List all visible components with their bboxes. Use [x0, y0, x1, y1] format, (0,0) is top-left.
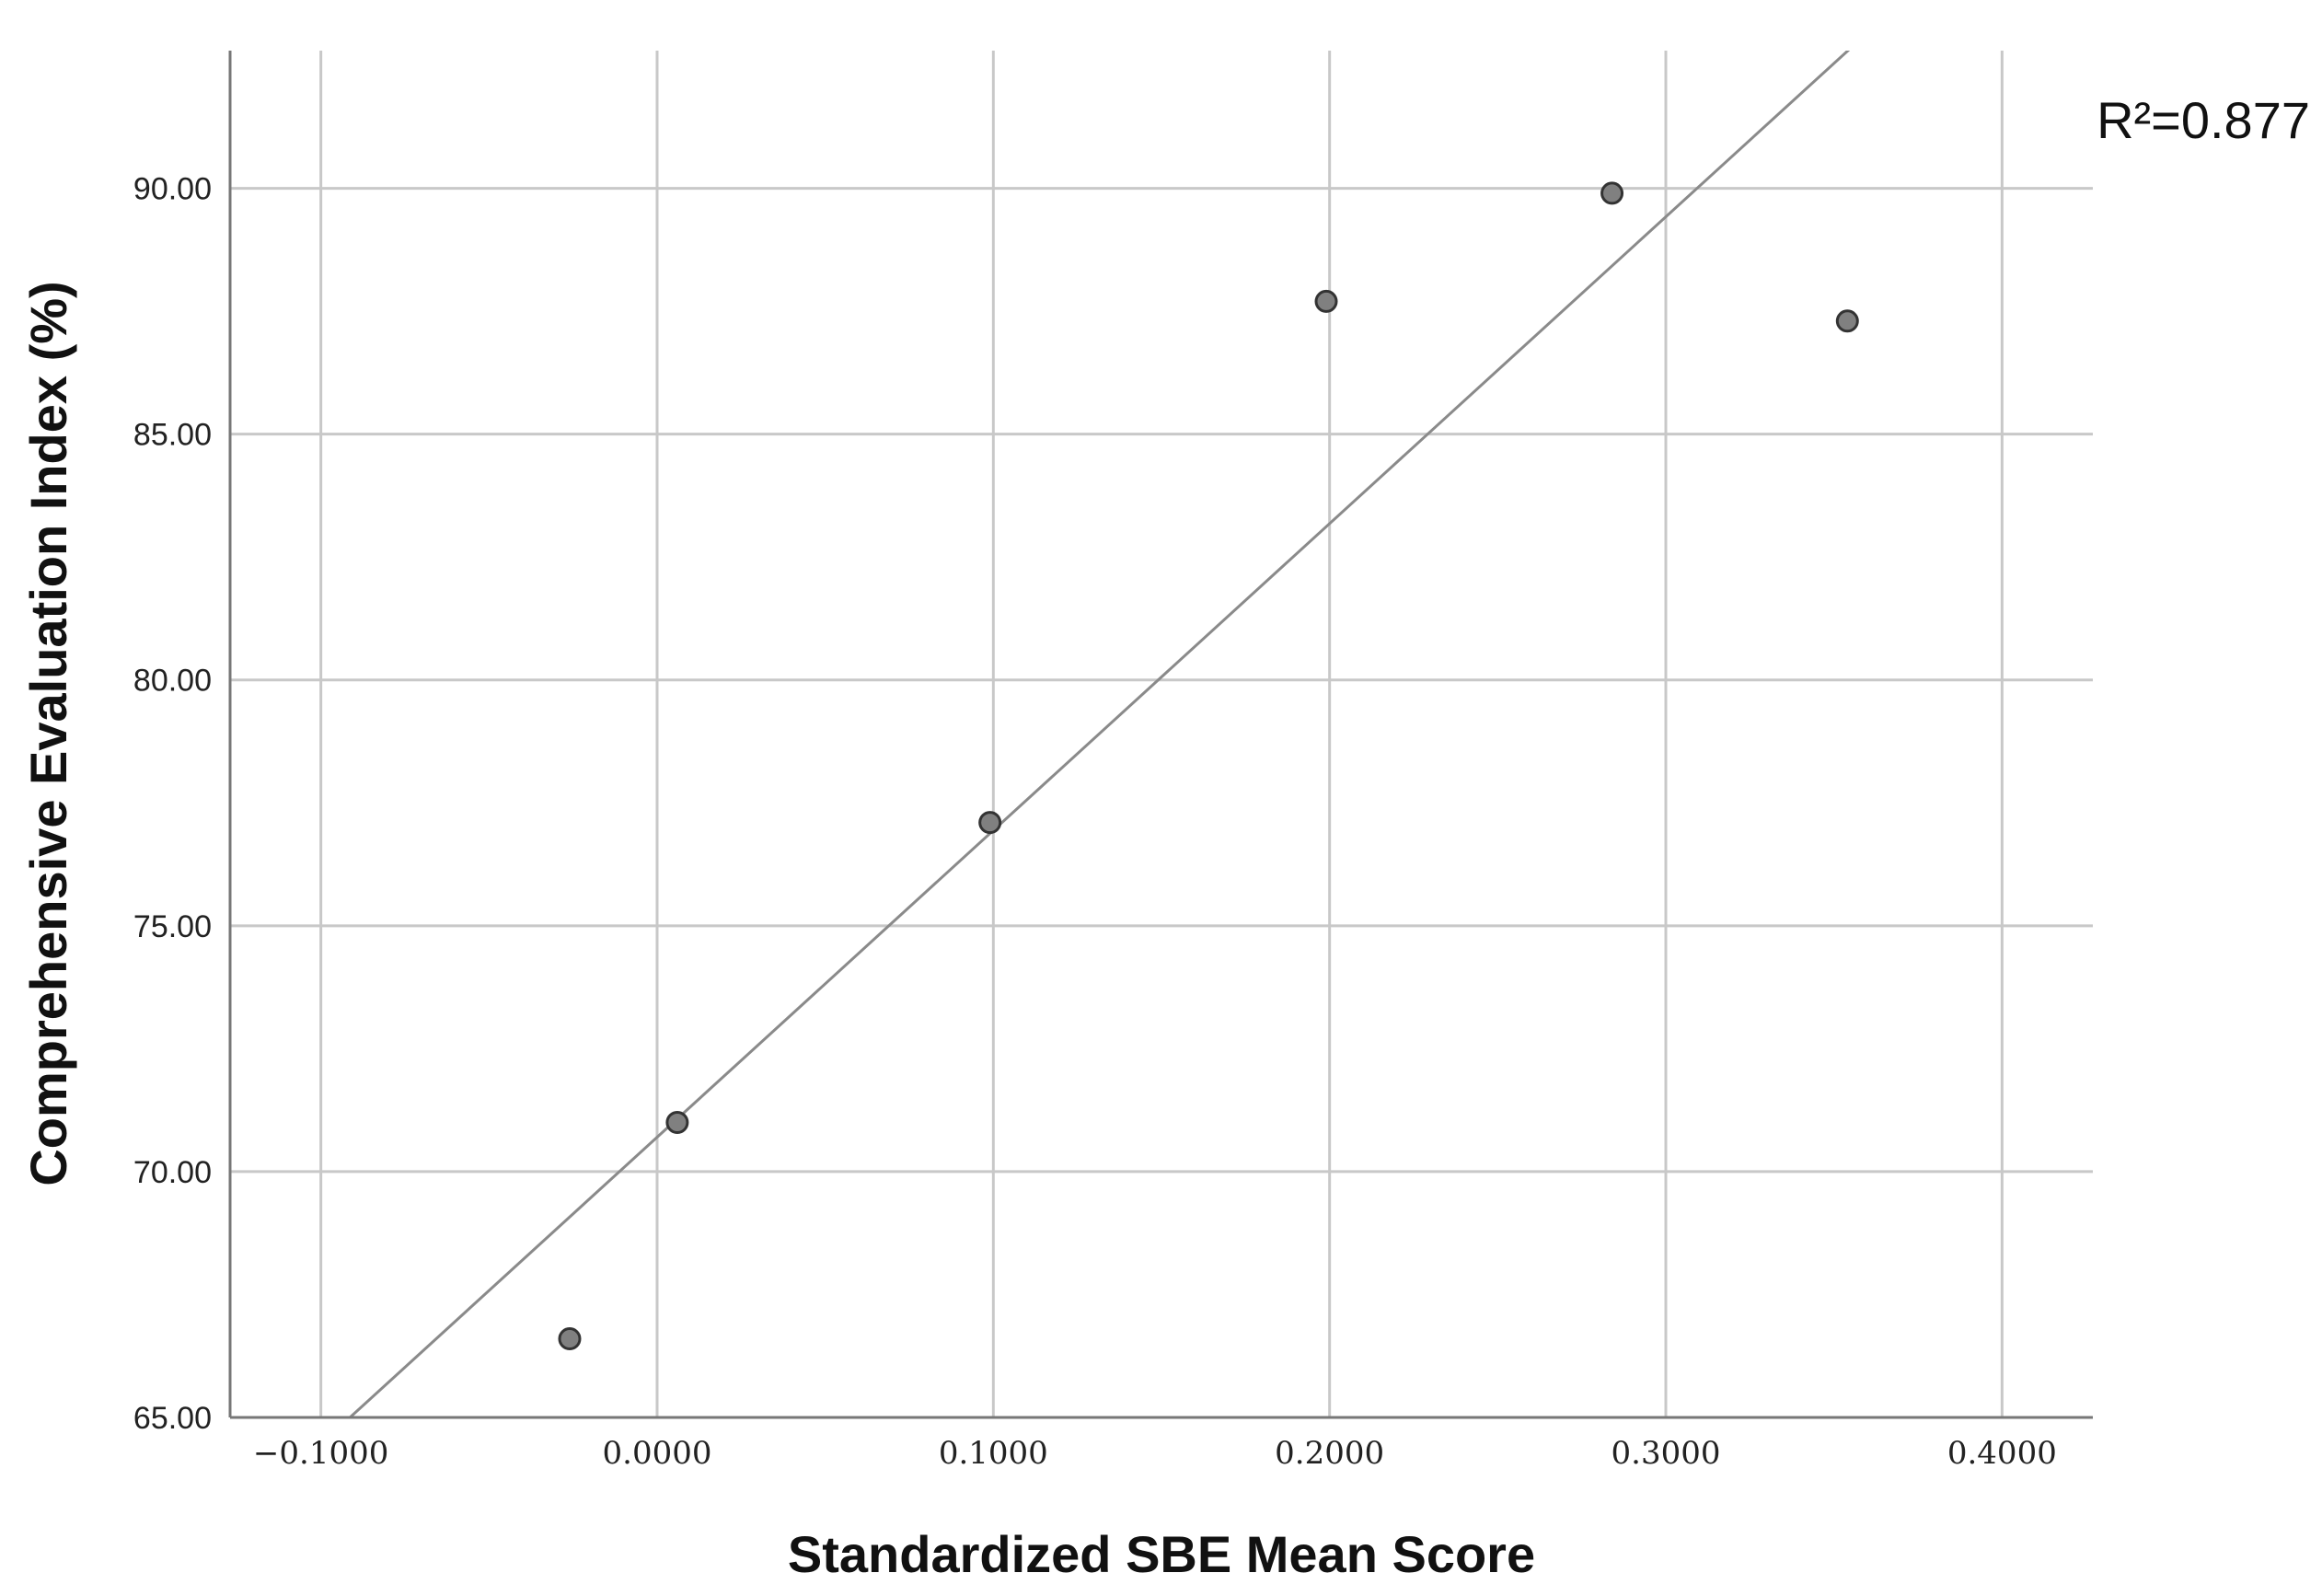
data-points	[558, 181, 1859, 1351]
x-tick-label: 0.3000	[1612, 1435, 1721, 1472]
x-axis-title: Standardized SBE Mean Score	[788, 1525, 1535, 1583]
y-axis-title: Comprehensive Evaluation Index (%)	[19, 281, 77, 1185]
data-point	[1314, 289, 1338, 313]
x-tick-label: 0.4000	[1947, 1435, 2057, 1472]
x-tick-label: −0.1000	[253, 1435, 388, 1472]
data-point	[1600, 181, 1624, 205]
y-tick-label: 90.00	[133, 172, 212, 207]
y-tick-label: 70.00	[133, 1155, 212, 1190]
x-tick-label: 0.2000	[1275, 1435, 1384, 1472]
grid-lines	[230, 51, 2093, 1419]
y-tick-label: 65.00	[133, 1401, 212, 1436]
x-tick-label: 0.0000	[603, 1435, 712, 1472]
data-point	[978, 811, 1002, 835]
r-squared-label: R²=0.877	[2097, 91, 2310, 149]
y-tick-labels: 65.00 70.00 75.00 80.00 85.00 90.00	[133, 172, 212, 1436]
fit-line	[348, 51, 1851, 1417]
axes	[228, 51, 2093, 1419]
x-tick-labels: −0.1000 0.0000 0.1000 0.2000 0.3000 0.4000	[253, 1435, 2057, 1472]
y-tick-label: 85.00	[133, 418, 212, 453]
y-tick-label: 75.00	[133, 909, 212, 944]
data-point	[1835, 309, 1859, 333]
data-point	[558, 1327, 582, 1351]
x-tick-label: 0.1000	[939, 1435, 1048, 1472]
data-point	[665, 1110, 689, 1134]
y-tick-label: 80.00	[133, 664, 212, 699]
fit-line-group	[348, 51, 1851, 1417]
